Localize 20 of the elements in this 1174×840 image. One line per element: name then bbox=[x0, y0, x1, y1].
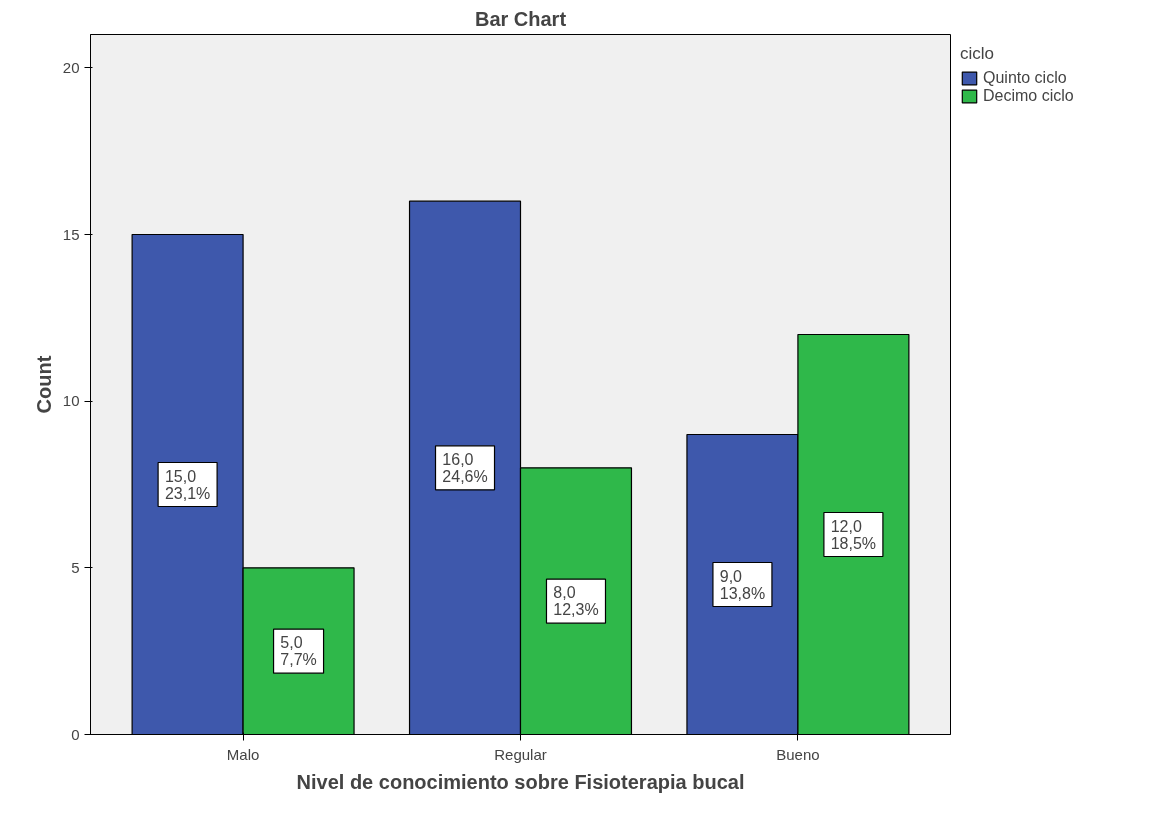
data-label: 5,0 7,7% bbox=[280, 634, 317, 669]
x-tick-label: Bueno bbox=[776, 745, 820, 763]
data-label: 16,0 24,6% bbox=[442, 450, 488, 485]
data-label: 12,0 18,5% bbox=[830, 517, 877, 552]
y-tick-label: 5 bbox=[71, 558, 80, 576]
y-axis-title: Count bbox=[32, 355, 55, 414]
legend-label: Decimo ciclo bbox=[983, 87, 1074, 105]
y-tick-label: 0 bbox=[71, 725, 80, 743]
chart-title: Bar Chart bbox=[474, 7, 567, 30]
legend-label: Quinto ciclo bbox=[983, 69, 1067, 87]
data-label: 15,0 23,1% bbox=[164, 467, 211, 502]
y-tick-label: 20 bbox=[62, 58, 80, 76]
x-axis-title: Nivel de conocimiento sobre Fisioterapia bucal bbox=[296, 770, 745, 793]
data-label: 9,0 13,8% bbox=[719, 567, 766, 602]
y-tick-label: 10 bbox=[62, 392, 80, 410]
x-tick-label: Malo bbox=[226, 745, 260, 763]
y-tick-label: 15 bbox=[62, 225, 80, 243]
x-tick-label: Regular bbox=[494, 745, 547, 763]
data-label: 8,0 12,3% bbox=[553, 584, 599, 619]
legend-title: ciclo bbox=[960, 44, 995, 64]
